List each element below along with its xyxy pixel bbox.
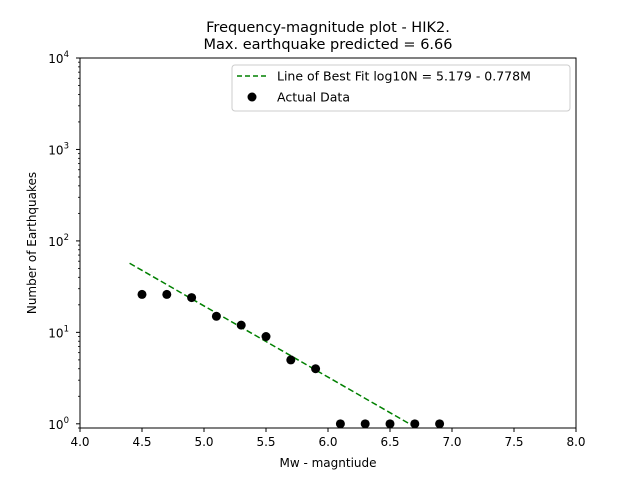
data-point — [187, 293, 197, 303]
best-fit-line — [129, 262, 416, 428]
legend-box — [231, 64, 571, 112]
x-tick-label: 7.5 — [504, 435, 523, 449]
legend-line-label: Line of Best Fit log10N = 5.179 - 0.778M — [277, 69, 531, 84]
data-point — [410, 419, 420, 429]
x-tick-label: 6.0 — [318, 435, 337, 449]
plot-area — [129, 262, 445, 429]
y-tick-label: 103 — [48, 141, 69, 157]
x-tick-label: 5.5 — [256, 435, 275, 449]
y-tick-label: 100 — [48, 416, 69, 432]
data-point — [286, 355, 296, 365]
data-point — [435, 419, 445, 429]
data-point — [261, 332, 271, 342]
x-tick-label: 7.0 — [442, 435, 461, 449]
legend: Line of Best Fit log10N = 5.179 - 0.778M… — [231, 64, 571, 112]
x-axis-ticks: 4.0 4.5 5.0 5.5 6.0 6.5 7.0 7.5 8.0 — [70, 428, 586, 449]
chart-title-line2: Max. earthquake predicted = 6.66 — [204, 37, 453, 53]
x-tick-label: 5.0 — [194, 435, 213, 449]
y-axis-label: Number of Earthquakes — [25, 172, 39, 314]
x-tick-label: 8.0 — [566, 435, 585, 449]
y-tick-label: 101 — [48, 324, 69, 340]
data-point — [162, 289, 172, 299]
x-axis-label: Mw - magntiude — [279, 456, 376, 470]
data-point — [137, 289, 147, 299]
data-point — [385, 419, 395, 429]
legend-data-label: Actual Data — [277, 90, 350, 105]
y-axis-ticks: 100 101 102 103 104 — [48, 50, 80, 432]
x-tick-label: 4.0 — [70, 435, 89, 449]
x-tick-label: 6.5 — [380, 435, 399, 449]
data-point — [236, 320, 246, 330]
legend-marker-swatch — [247, 92, 257, 102]
data-point — [360, 419, 370, 429]
data-point — [311, 364, 321, 374]
x-tick-label: 4.5 — [132, 435, 151, 449]
chart-title-line1: Frequency-magnitude plot - HIK2. — [206, 20, 450, 36]
y-tick-label: 104 — [48, 50, 69, 66]
y-tick-label: 102 — [48, 233, 69, 249]
data-point — [211, 311, 221, 321]
data-point — [335, 419, 345, 429]
